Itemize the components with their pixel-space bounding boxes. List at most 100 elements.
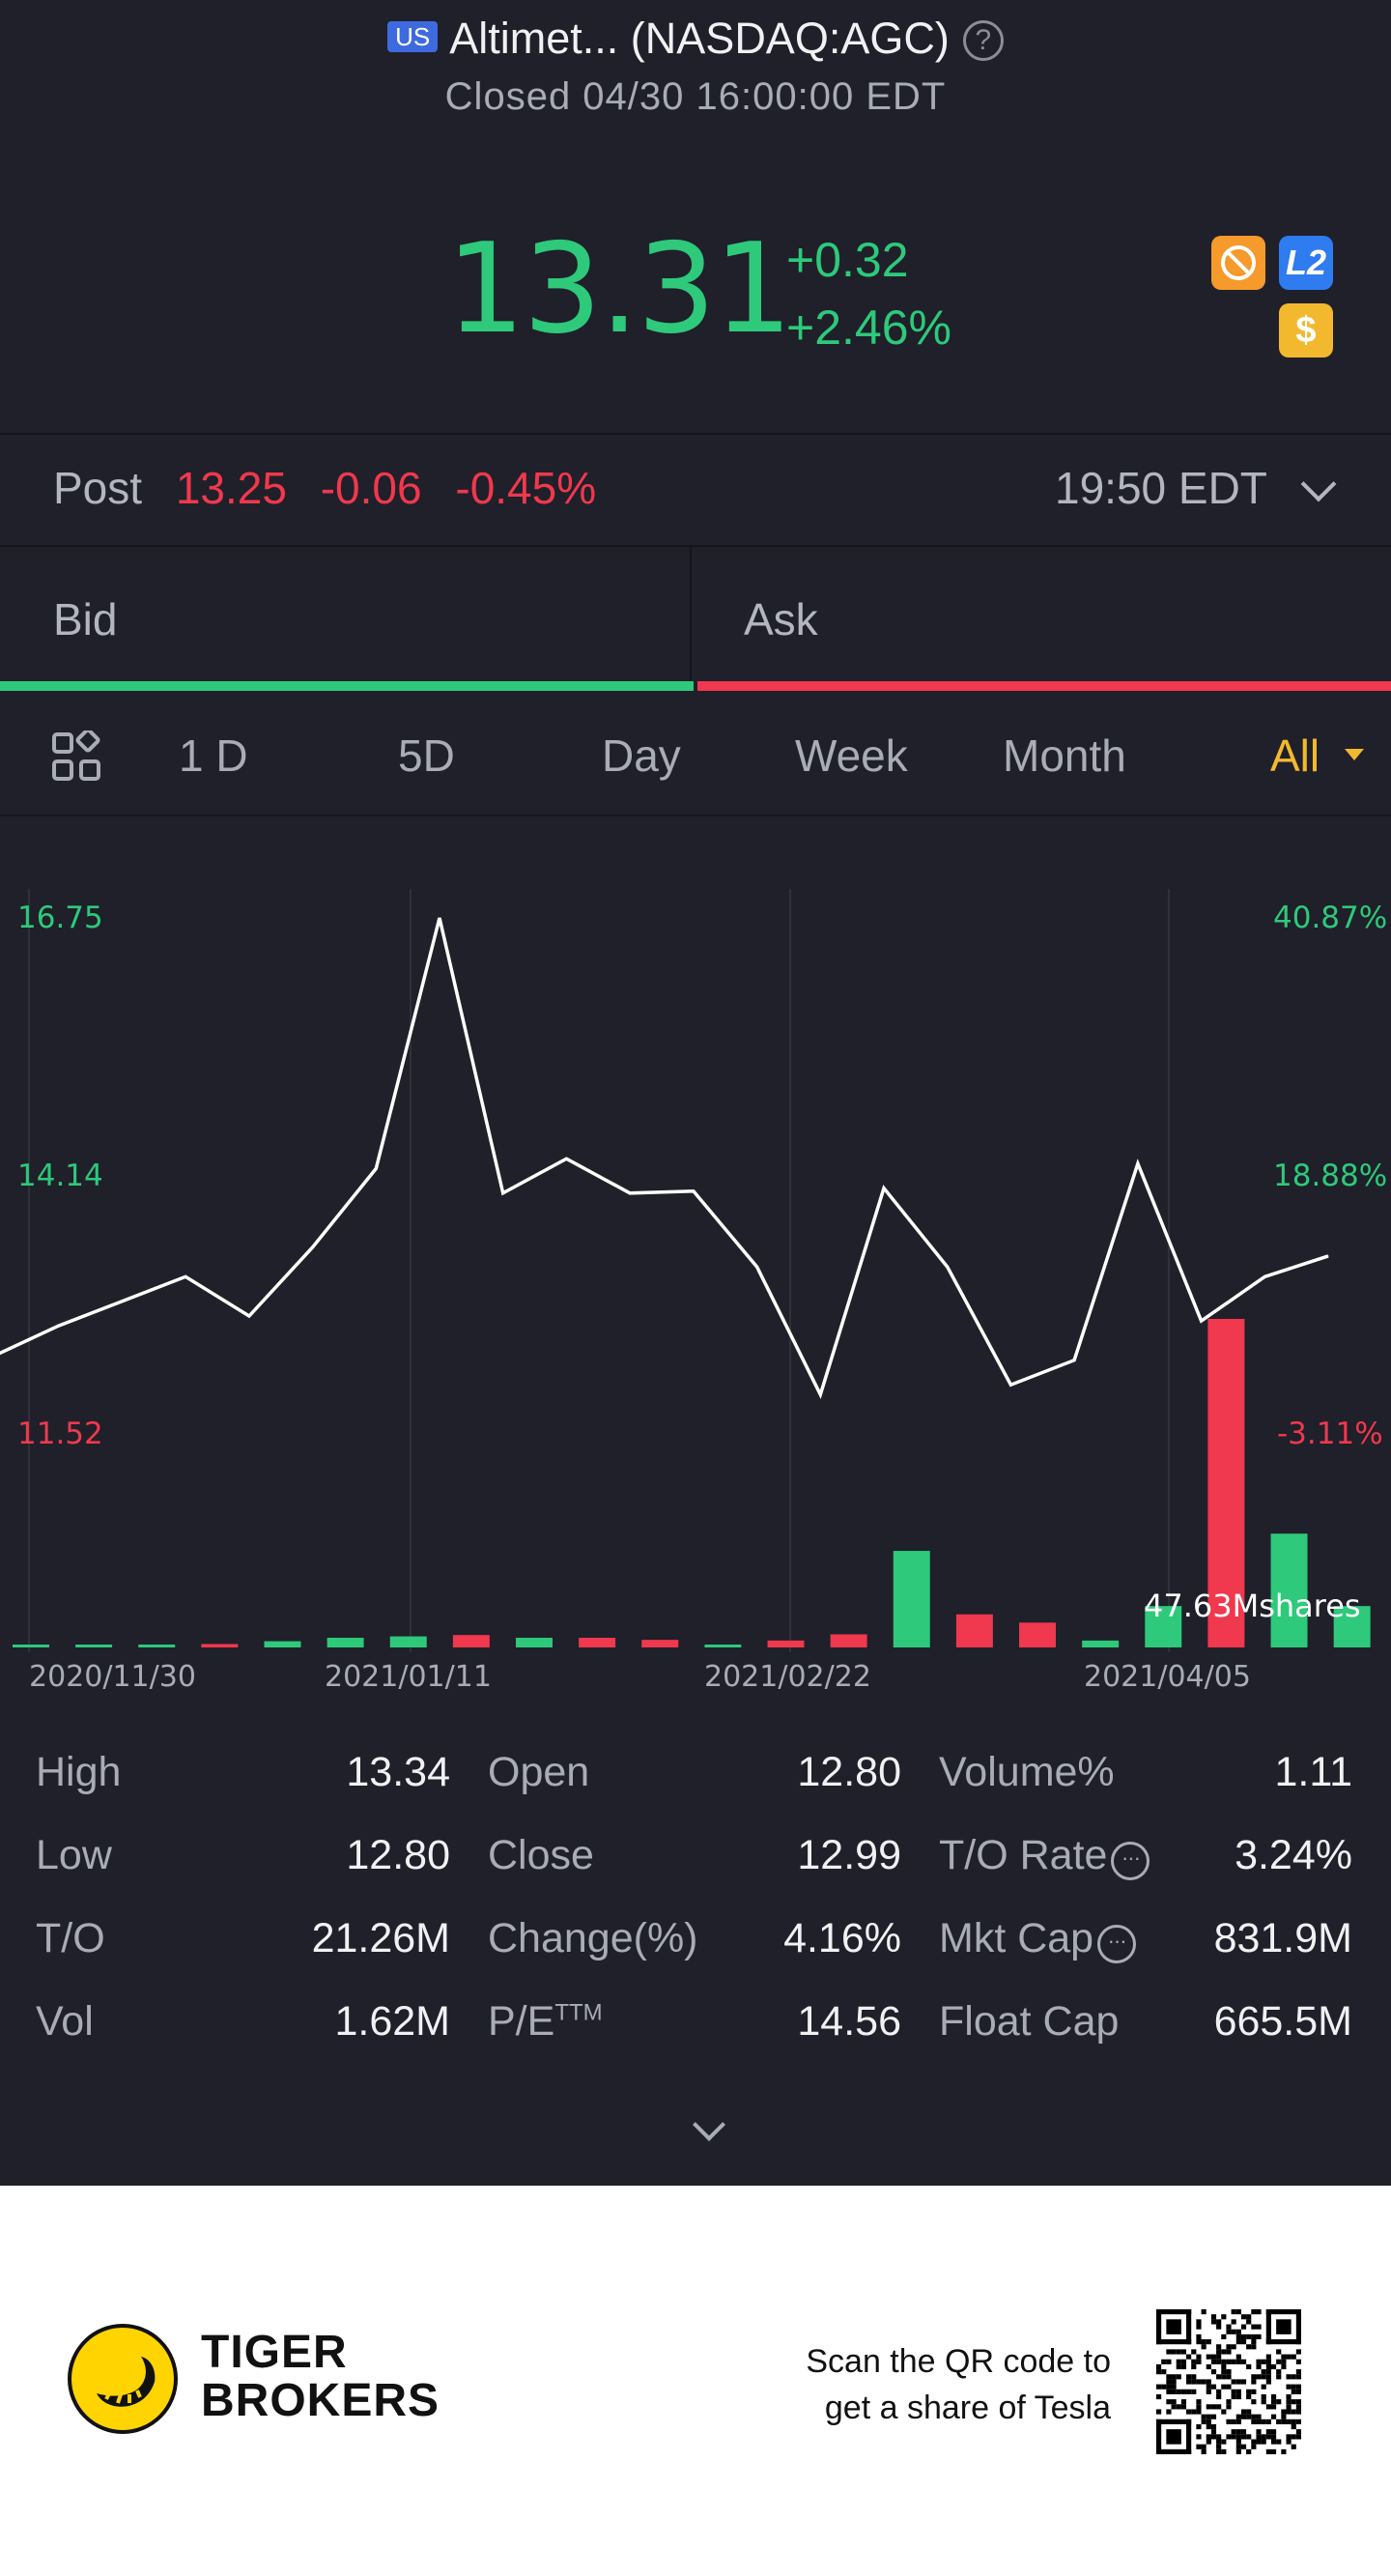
stock-name: Altimet... (NASDAQ:AGC) bbox=[449, 14, 950, 63]
price-point bbox=[1009, 1384, 1011, 1386]
more-info-icon[interactable]: ··· bbox=[1097, 1925, 1137, 1963]
ask-volume-bar bbox=[697, 681, 1391, 691]
volume-bar bbox=[579, 1638, 616, 1647]
price-change-percent: +2.46% bbox=[786, 301, 951, 355]
price-chart[interactable] bbox=[0, 850, 1391, 1662]
stat-label-float-cap: Float Cap bbox=[939, 1998, 1120, 2045]
volume-bar bbox=[13, 1645, 49, 1647]
stat-value-pe: 14.56 bbox=[797, 1998, 901, 2045]
volume-bar bbox=[264, 1641, 301, 1647]
stat-value-high: 13.34 bbox=[346, 1749, 450, 1795]
stat-label-high: High bbox=[36, 1749, 122, 1795]
tiger-logo-icon bbox=[68, 2324, 178, 2439]
tab-all[interactable]: All bbox=[1270, 730, 1320, 781]
brand-name: TIGER BROKERS bbox=[201, 2329, 440, 2425]
stat-value-float-cap: 665.5M bbox=[1213, 1998, 1352, 2045]
stock-title: US Altimet... (NASDAQ:AGC)? bbox=[0, 14, 1391, 64]
volume-bar bbox=[1082, 1640, 1120, 1647]
stat-value-volume: 1.62M bbox=[334, 1998, 450, 2045]
help-icon[interactable]: ? bbox=[962, 20, 1004, 61]
divider bbox=[0, 433, 1391, 435]
price-point bbox=[819, 1393, 821, 1395]
price-change: +0.32 bbox=[786, 233, 909, 287]
tab-week[interactable]: Week bbox=[795, 730, 908, 781]
tab-1d[interactable]: 1 D bbox=[179, 730, 248, 781]
volume-bar bbox=[704, 1645, 742, 1647]
ask-label: Ask bbox=[744, 594, 818, 644]
volume-bar bbox=[830, 1634, 867, 1647]
stat-label-pe-sup: TTM bbox=[554, 1999, 603, 2026]
price-point bbox=[58, 1325, 60, 1327]
price-point bbox=[1327, 1255, 1329, 1257]
volume-bar bbox=[452, 1635, 490, 1647]
bid-label: Bid bbox=[53, 594, 118, 644]
stat-value-close: 12.99 bbox=[797, 1832, 901, 1878]
level2-icon[interactable]: L2 bbox=[1279, 236, 1333, 290]
grid-layout-icon[interactable] bbox=[50, 728, 104, 789]
brand-line1: TIGER bbox=[201, 2327, 348, 2378]
post-label: Post bbox=[53, 463, 143, 513]
tab-5d[interactable]: 5D bbox=[398, 730, 455, 781]
stat-value-volume-pct: 1.11 bbox=[1274, 1749, 1353, 1795]
more-info-icon[interactable]: ··· bbox=[1111, 1842, 1150, 1880]
bid-volume-bar bbox=[0, 681, 694, 691]
post-change: -0.06 bbox=[320, 463, 422, 513]
price-point bbox=[248, 1315, 250, 1317]
volume-bar bbox=[767, 1640, 805, 1647]
scan-line1: Scan the QR code to bbox=[806, 2343, 1111, 2380]
stat-value-change-pct: 4.16% bbox=[783, 1915, 901, 1961]
stat-value-low: 12.80 bbox=[346, 1832, 450, 1878]
last-price: 13.31 bbox=[446, 217, 792, 361]
price-point bbox=[1263, 1275, 1265, 1277]
stat-label-volume-pct: Volume% bbox=[939, 1749, 1115, 1795]
qr-code bbox=[1156, 2309, 1301, 2454]
stat-value-mkt-cap: 831.9M bbox=[1213, 1915, 1352, 1961]
stat-value-turnover: 21.26M bbox=[311, 1915, 450, 1961]
stat-value-turnover-rate: 3.24% bbox=[1235, 1832, 1352, 1878]
volume-bar bbox=[1207, 1319, 1245, 1647]
stat-label-open: Open bbox=[488, 1749, 590, 1795]
stat-label-turnover-rate-text: T/O Rate bbox=[939, 1832, 1108, 1878]
y-left-tick-mid: 14.14 bbox=[17, 1159, 103, 1193]
price-point bbox=[185, 1275, 186, 1277]
divider bbox=[0, 815, 1391, 816]
post-market-row: Post 13.25 -0.06 -0.45% bbox=[53, 462, 617, 514]
volume-bar bbox=[516, 1638, 553, 1647]
stat-label-pe: P/ETTM bbox=[488, 1998, 603, 2046]
stat-label-turnover: T/O bbox=[36, 1915, 105, 1961]
stat-label-turnover-rate: T/O Rate ··· bbox=[939, 1832, 1150, 1880]
stat-label-low: Low bbox=[36, 1832, 112, 1878]
volume-bar bbox=[1019, 1622, 1056, 1647]
volume-bar bbox=[201, 1644, 239, 1647]
post-change-percent: -0.45% bbox=[455, 463, 597, 513]
bid-ask-divider bbox=[690, 545, 692, 680]
y-right-tick-mid: 18.88% bbox=[1273, 1159, 1388, 1193]
stock-detail-screen: US Altimet... (NASDAQ:AGC)? Closed 04/30 … bbox=[0, 0, 1391, 2186]
y-right-tick-high: 40.87% bbox=[1273, 901, 1388, 935]
dropdown-arrow-icon[interactable] bbox=[1345, 749, 1364, 760]
price-point bbox=[947, 1266, 949, 1268]
stat-label-mkt-cap: Mkt Cap ··· bbox=[939, 1915, 1137, 1963]
x-tick-label: 2021/01/11 bbox=[325, 1660, 492, 1694]
price-point bbox=[629, 1192, 631, 1194]
stat-label-close: Close bbox=[488, 1832, 594, 1878]
tab-month[interactable]: Month bbox=[1003, 730, 1126, 781]
price-point bbox=[1201, 1320, 1203, 1322]
expand-chevron-icon[interactable] bbox=[693, 2108, 725, 2141]
volume-bar bbox=[955, 1614, 993, 1647]
post-time: 19:50 EDT bbox=[1055, 463, 1267, 513]
stat-label-change-pct: Change(%) bbox=[488, 1915, 698, 1961]
no-ads-icon[interactable] bbox=[1211, 236, 1265, 290]
tab-day[interactable]: Day bbox=[602, 730, 681, 781]
price-point bbox=[1137, 1162, 1139, 1164]
y-right-tick-low: -3.11% bbox=[1277, 1417, 1383, 1451]
brand-line2: BROKERS bbox=[201, 2375, 440, 2426]
price-point bbox=[502, 1192, 504, 1194]
dollar-icon[interactable]: $ bbox=[1279, 303, 1333, 358]
price-point bbox=[693, 1190, 695, 1192]
price-point bbox=[312, 1246, 314, 1248]
price-point bbox=[375, 1167, 377, 1169]
price-line bbox=[0, 917, 1329, 1400]
chevron-down-icon[interactable] bbox=[1300, 466, 1337, 502]
stat-label-volume: Vol bbox=[36, 1998, 94, 2045]
